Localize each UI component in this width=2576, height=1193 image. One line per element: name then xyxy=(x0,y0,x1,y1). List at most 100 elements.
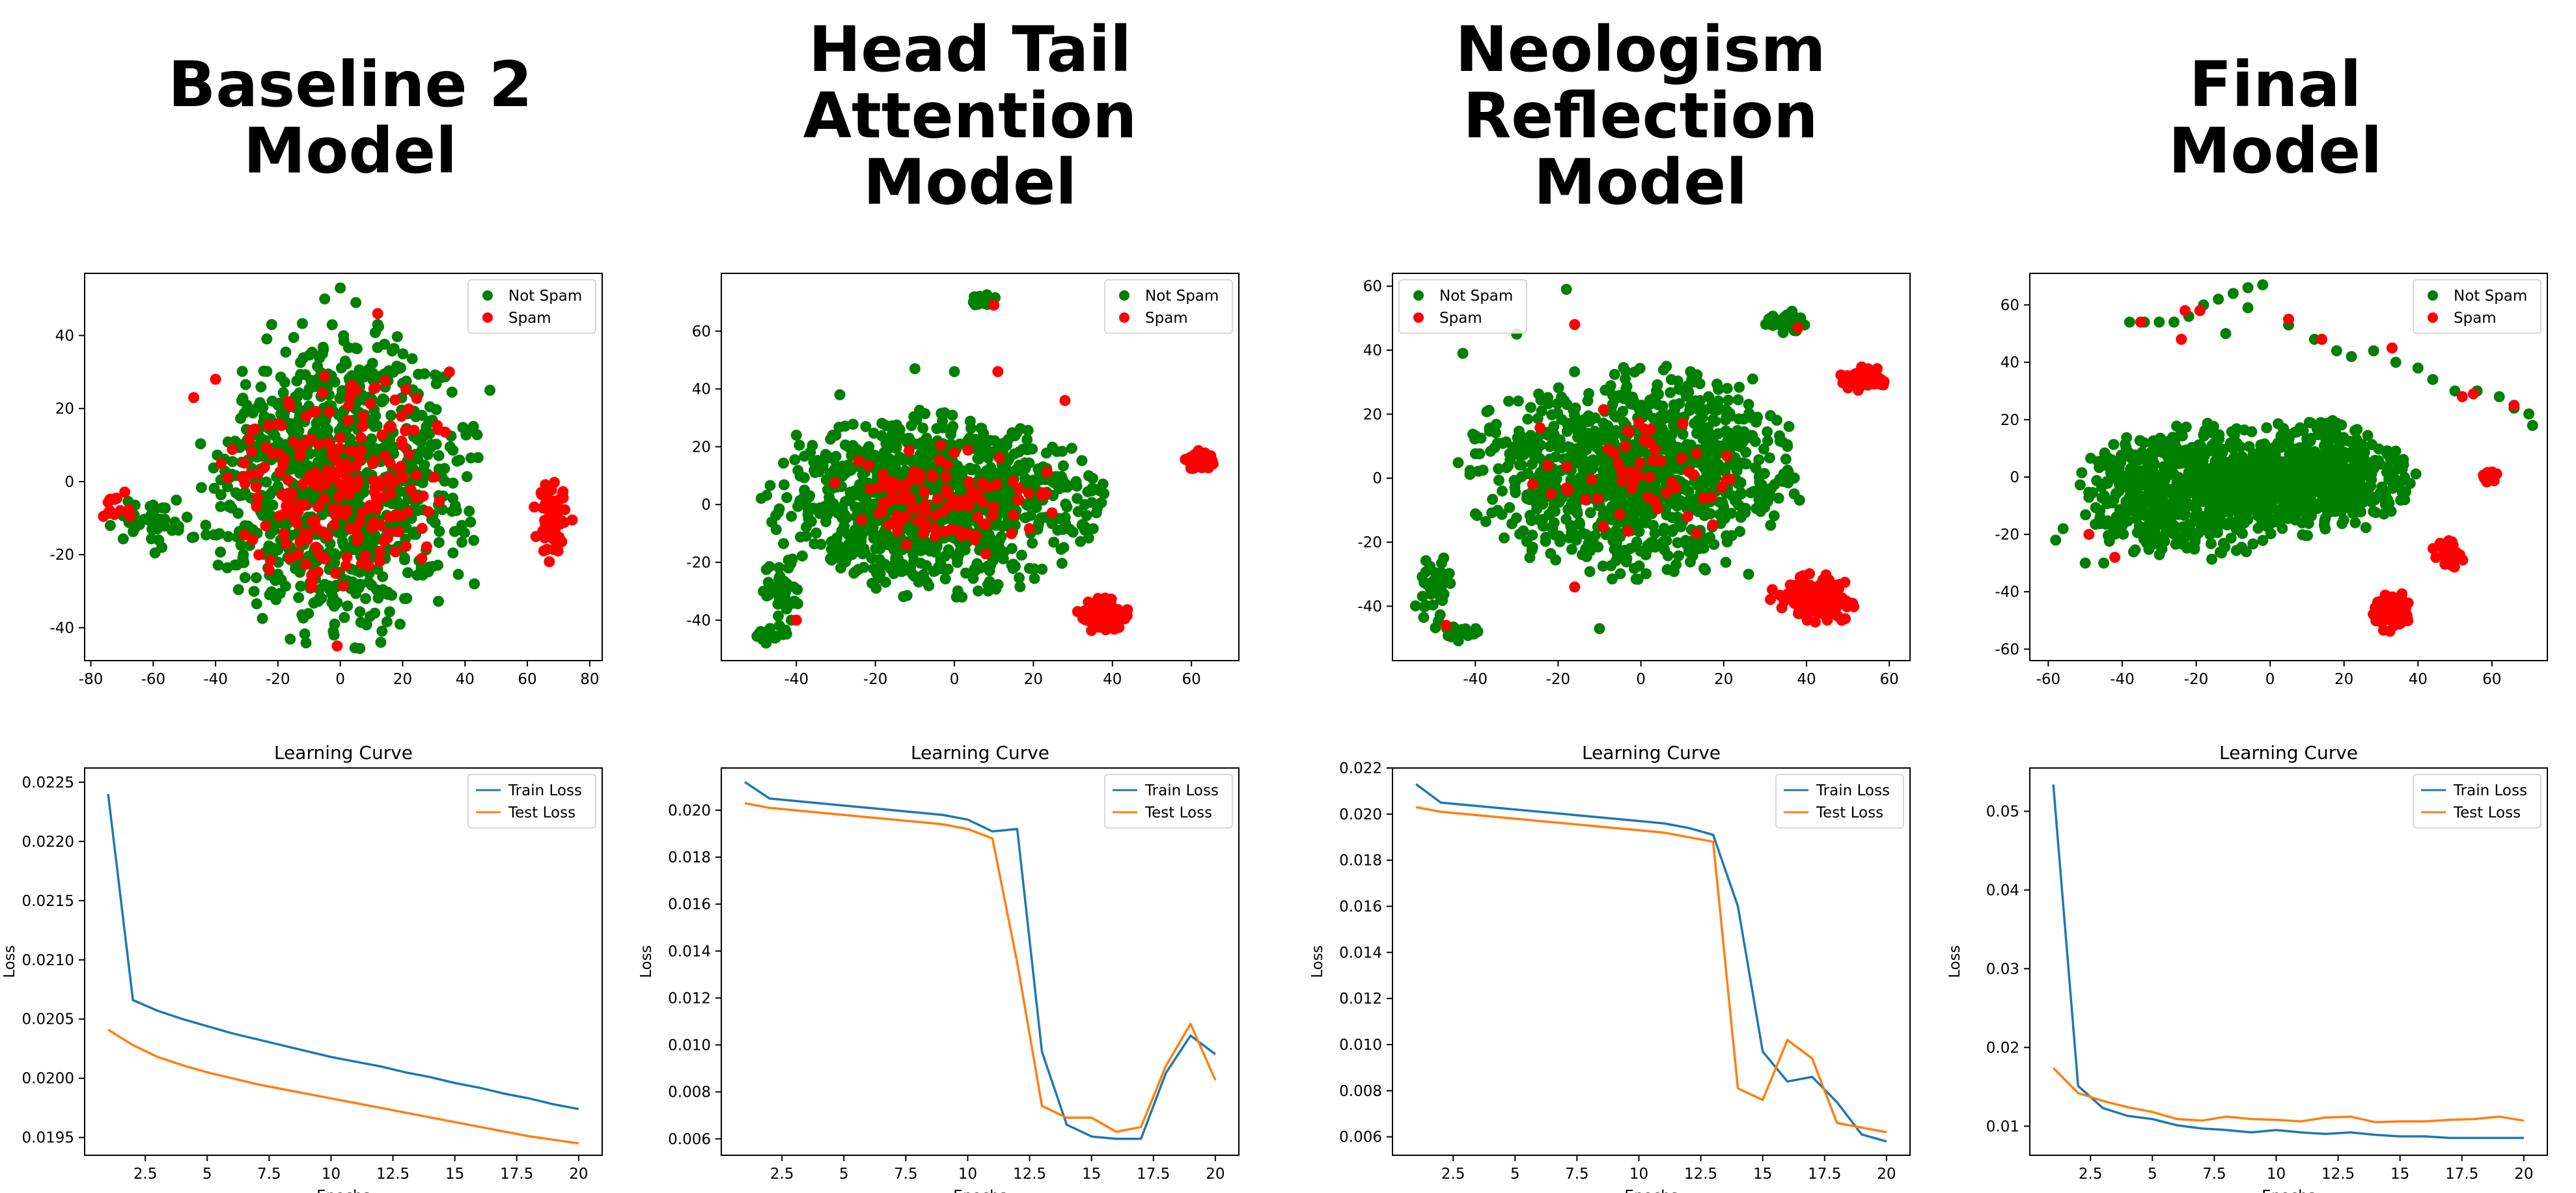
not-spam-point xyxy=(1745,430,1757,441)
not-spam-point xyxy=(967,573,979,584)
not-spam-point xyxy=(1695,395,1706,407)
spam-point xyxy=(962,445,974,456)
legend-marker xyxy=(1119,290,1129,301)
x-tick-label: 60 xyxy=(518,671,536,688)
not-spam-point xyxy=(454,454,465,466)
not-spam-point xyxy=(1010,464,1022,476)
not-spam-point xyxy=(825,536,837,547)
spam-point xyxy=(988,299,1000,311)
legend-label: Spam xyxy=(1439,310,1482,327)
not-spam-point xyxy=(266,395,278,407)
not-spam-point xyxy=(1079,524,1091,536)
not-spam-point xyxy=(1683,546,1695,558)
not-spam-point xyxy=(139,514,150,525)
not-spam-point xyxy=(1497,437,1509,449)
spam-point xyxy=(300,558,312,570)
not-spam-point xyxy=(1765,519,1777,531)
column-title-neologism-reflection: Neologism Reflection Model xyxy=(1348,16,1933,215)
not-spam-point xyxy=(1435,557,1447,569)
not-spam-point xyxy=(1075,536,1087,547)
spam-point xyxy=(278,528,290,540)
not-spam-point xyxy=(370,534,381,545)
spam-point xyxy=(364,501,376,512)
not-spam-point xyxy=(2167,435,2178,447)
spam-point xyxy=(1598,521,1609,532)
not-spam-point xyxy=(995,531,1007,543)
spam-point xyxy=(1441,620,1452,631)
spam-point xyxy=(227,444,238,456)
spam-point xyxy=(940,471,952,483)
spam-point xyxy=(929,510,941,521)
not-spam-point xyxy=(794,439,805,451)
not-spam-point xyxy=(1641,510,1653,522)
not-spam-point xyxy=(817,460,829,472)
spam-point xyxy=(941,484,952,496)
spam-point xyxy=(992,366,1004,377)
not-spam-point xyxy=(376,396,388,407)
not-spam-point xyxy=(796,550,808,562)
spam-point xyxy=(914,468,926,480)
spam-point xyxy=(966,485,978,497)
spam-point xyxy=(544,556,555,568)
not-spam-point xyxy=(255,381,267,393)
spam-point xyxy=(1677,418,1689,430)
spam-point xyxy=(885,476,897,487)
spam-point xyxy=(340,560,352,571)
not-spam-point xyxy=(1016,549,1027,561)
not-spam-point xyxy=(777,629,789,640)
not-spam-point xyxy=(1719,513,1730,525)
not-spam-point xyxy=(295,357,307,368)
spam-point xyxy=(919,517,930,528)
not-spam-point xyxy=(1739,507,1751,519)
not-spam-point xyxy=(284,633,296,645)
not-spam-point xyxy=(300,637,312,649)
x-tick-label: -60 xyxy=(141,671,166,688)
not-spam-point xyxy=(353,583,365,594)
not-spam-point xyxy=(1582,395,1594,407)
not-spam-point xyxy=(413,368,424,380)
not-spam-point xyxy=(247,407,258,419)
not-spam-point xyxy=(1795,312,1807,324)
spam-point xyxy=(1691,528,1702,540)
not-spam-point xyxy=(326,597,338,609)
not-spam-point xyxy=(2226,426,2237,437)
not-spam-point xyxy=(423,561,435,573)
not-spam-point xyxy=(772,581,784,593)
not-spam-point xyxy=(1657,426,1669,438)
not-spam-point xyxy=(1735,477,1747,489)
spam-point xyxy=(1072,606,1083,618)
not-spam-point xyxy=(484,385,496,396)
spam-point xyxy=(389,394,401,406)
not-spam-point xyxy=(1072,493,1083,504)
spam-point xyxy=(329,568,341,579)
spam-point xyxy=(297,478,309,490)
spam-point xyxy=(400,540,412,552)
not-spam-point xyxy=(908,411,920,422)
not-spam-point xyxy=(299,369,311,381)
not-spam-point xyxy=(277,387,289,398)
spam-point xyxy=(853,455,865,467)
not-spam-point xyxy=(992,579,1004,590)
not-spam-point xyxy=(1572,530,1584,542)
spam-point xyxy=(873,507,885,519)
not-spam-point xyxy=(928,566,939,577)
not-spam-point xyxy=(781,492,793,504)
spam-point xyxy=(247,534,258,545)
spam-point xyxy=(331,640,343,652)
not-spam-point xyxy=(460,429,472,441)
not-spam-point xyxy=(377,571,389,583)
not-spam-point xyxy=(1794,494,1805,506)
not-spam-point xyxy=(227,456,238,467)
not-spam-point xyxy=(868,563,879,575)
not-spam-point xyxy=(1611,538,1622,549)
spam-point xyxy=(941,459,953,471)
not-spam-point xyxy=(1743,407,1755,419)
spam-point xyxy=(1023,487,1035,499)
not-spam-point xyxy=(273,436,284,448)
axes-frame xyxy=(721,273,1240,661)
not-spam-point xyxy=(1545,548,1557,560)
not-spam-point xyxy=(1721,383,1733,394)
not-spam-point xyxy=(256,612,268,624)
not-spam-point xyxy=(2205,538,2217,549)
